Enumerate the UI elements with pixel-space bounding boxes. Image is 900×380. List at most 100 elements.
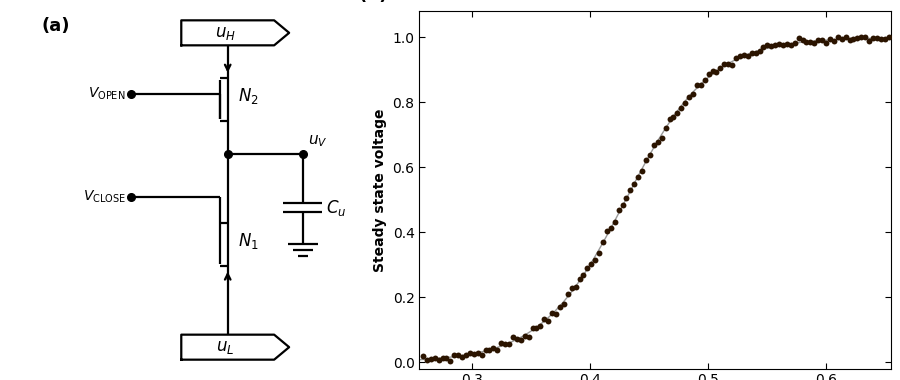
Point xyxy=(768,42,782,48)
Point xyxy=(839,34,853,40)
Point xyxy=(463,350,477,356)
Point xyxy=(447,352,462,358)
Point xyxy=(799,40,814,46)
Y-axis label: Steady state voltage: Steady state voltage xyxy=(373,108,387,272)
Point xyxy=(706,68,720,74)
Point xyxy=(846,36,860,43)
Text: $C_u$: $C_u$ xyxy=(326,198,346,218)
Point xyxy=(596,239,610,245)
Text: (a): (a) xyxy=(42,17,70,35)
Point xyxy=(604,225,618,231)
Point xyxy=(588,256,602,263)
Point xyxy=(784,42,798,48)
Text: $V_{\rm CLOSE}$: $V_{\rm CLOSE}$ xyxy=(83,189,126,205)
Point xyxy=(521,334,535,340)
Point xyxy=(862,38,877,44)
Point xyxy=(471,350,485,356)
Point xyxy=(431,357,446,363)
Point xyxy=(454,354,469,360)
Point xyxy=(580,265,595,271)
Point xyxy=(866,35,880,41)
Point xyxy=(643,152,657,158)
Point xyxy=(717,62,732,68)
Point xyxy=(572,276,587,282)
Point xyxy=(772,41,787,48)
Point xyxy=(482,347,497,353)
Point xyxy=(518,333,532,339)
Point xyxy=(529,325,544,331)
Point xyxy=(858,34,872,40)
Point xyxy=(647,142,662,148)
Point xyxy=(506,334,520,340)
Point xyxy=(611,207,625,213)
Point xyxy=(544,310,559,316)
Point xyxy=(752,48,767,54)
Point xyxy=(526,325,540,331)
Point xyxy=(850,35,865,41)
Point xyxy=(724,62,739,68)
Point xyxy=(479,347,493,353)
Point xyxy=(803,39,817,45)
Point xyxy=(796,38,810,44)
Point xyxy=(878,36,892,43)
Point xyxy=(823,36,837,42)
Point xyxy=(561,291,575,297)
Point xyxy=(760,42,775,48)
Point xyxy=(674,105,688,111)
Point xyxy=(537,316,552,322)
Point xyxy=(686,91,700,97)
Point xyxy=(584,261,598,267)
Point xyxy=(459,352,473,358)
Point xyxy=(814,36,829,43)
Point xyxy=(498,341,512,347)
Point xyxy=(474,352,489,358)
Point xyxy=(419,357,434,363)
Point xyxy=(682,94,697,100)
Point xyxy=(654,135,669,141)
Point xyxy=(709,68,724,74)
Point xyxy=(811,37,825,43)
Point xyxy=(576,272,590,279)
Point xyxy=(779,41,794,48)
Point xyxy=(819,40,833,46)
Point xyxy=(623,187,637,193)
Point xyxy=(541,318,555,324)
Point xyxy=(831,34,845,40)
Point xyxy=(651,138,665,144)
Text: $u_H$: $u_H$ xyxy=(215,24,236,42)
Point xyxy=(533,323,547,329)
Point xyxy=(599,228,614,234)
Point xyxy=(549,311,563,317)
Point xyxy=(741,53,755,59)
Point xyxy=(670,110,685,116)
Point xyxy=(694,82,708,88)
Point xyxy=(627,180,642,187)
Point xyxy=(854,34,868,40)
Point xyxy=(698,77,712,83)
Text: $u_L$: $u_L$ xyxy=(216,338,235,356)
Point xyxy=(439,355,454,361)
Point xyxy=(564,285,579,291)
Point xyxy=(443,358,457,364)
Point xyxy=(424,356,438,362)
Point xyxy=(776,42,790,48)
Point xyxy=(869,35,884,41)
Point xyxy=(764,43,778,49)
Point xyxy=(436,355,450,361)
Point xyxy=(701,71,716,78)
Point xyxy=(592,250,607,256)
Point xyxy=(721,61,735,67)
Point xyxy=(466,351,481,357)
Point xyxy=(608,219,622,225)
Point xyxy=(569,284,583,290)
Text: $V_{\rm OPEN}$: $V_{\rm OPEN}$ xyxy=(88,86,126,102)
Point xyxy=(729,55,743,61)
Point xyxy=(713,65,727,71)
Point xyxy=(631,173,645,179)
Point xyxy=(666,114,680,120)
Point xyxy=(678,100,692,106)
Text: $u_V$: $u_V$ xyxy=(308,133,328,149)
Point xyxy=(509,336,524,342)
Point xyxy=(486,345,500,351)
Point xyxy=(749,50,763,56)
